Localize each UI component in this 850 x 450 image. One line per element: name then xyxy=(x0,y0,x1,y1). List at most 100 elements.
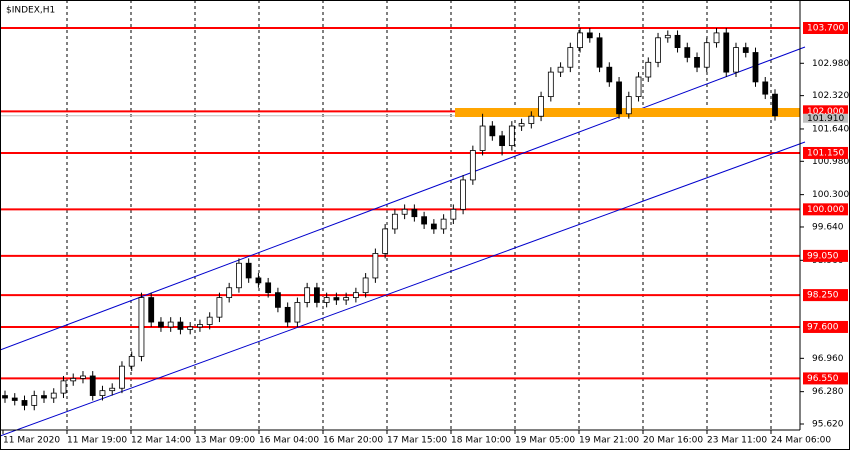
candle-body xyxy=(255,277,262,284)
candle-body xyxy=(391,213,398,230)
candle-body xyxy=(41,395,47,399)
candle-body xyxy=(421,216,428,225)
y-tick-label: 96.960 xyxy=(812,354,844,364)
candle-body xyxy=(752,52,759,83)
candle-body xyxy=(245,262,252,279)
level-label: 102.000 xyxy=(807,107,844,117)
candle-body xyxy=(479,125,486,151)
level-label: 98.250 xyxy=(807,291,839,301)
level-label: 99.050 xyxy=(807,251,839,261)
x-tick-label: 17 Mar 15:00 xyxy=(387,436,447,446)
candle-body xyxy=(206,316,213,325)
candle-body xyxy=(80,375,86,379)
candle-body xyxy=(31,395,38,406)
candle-body xyxy=(70,378,77,382)
candle-body xyxy=(128,355,135,367)
candle-body xyxy=(21,400,28,406)
candle-body xyxy=(625,96,632,115)
candle-body xyxy=(226,287,233,298)
candle-body xyxy=(216,297,223,318)
x-tick-label: 19 Mar 05:00 xyxy=(515,436,575,446)
candle-body xyxy=(567,47,574,68)
x-tick-label: 11 Mar 19:00 xyxy=(67,436,127,446)
candle-body xyxy=(323,297,330,303)
x-tick-label: 16 Mar 04:00 xyxy=(259,436,319,446)
candle-body xyxy=(294,302,301,323)
candle-body xyxy=(723,32,730,73)
chart-title: $INDEX,H1 xyxy=(6,6,55,16)
candle-body xyxy=(382,228,389,254)
y-tick-label: 99.640 xyxy=(812,222,844,232)
x-tick-label: 18 Mar 10:00 xyxy=(451,436,511,446)
level-label-box xyxy=(803,22,848,34)
candle-body xyxy=(460,179,467,210)
candle-body xyxy=(109,387,116,392)
candle-body xyxy=(352,292,359,298)
level-label-box xyxy=(803,372,848,385)
candle-body xyxy=(167,321,174,328)
candle-body xyxy=(177,321,184,330)
level-label: 103.700 xyxy=(807,24,844,34)
candle-body xyxy=(655,37,661,63)
candle-body xyxy=(60,380,67,394)
y-tick-label: 100.980 xyxy=(812,157,849,167)
candle-body xyxy=(616,81,622,115)
x-tick-label: 12 Mar 14:00 xyxy=(131,436,191,446)
y-tick-label: 95.620 xyxy=(812,420,844,430)
candle-body xyxy=(596,37,603,68)
x-tick-label: 23 Mar 11:00 xyxy=(707,436,767,446)
candle-body xyxy=(713,32,720,44)
channel-upper xyxy=(0,46,806,351)
candle-body xyxy=(158,321,164,328)
candle-body xyxy=(362,277,369,294)
y-tick-label: 101.640 xyxy=(812,124,849,134)
candle-body xyxy=(89,375,96,396)
candle-body xyxy=(440,218,447,230)
x-tick-label: 13 Mar 09:00 xyxy=(195,436,255,446)
y-tick-label: 100.300 xyxy=(812,190,849,200)
candle-body xyxy=(557,66,564,73)
y-tick-label: 102.320 xyxy=(812,91,849,101)
candle-body xyxy=(99,390,106,396)
candle-body xyxy=(762,81,769,95)
candle-body xyxy=(138,297,145,357)
candle-body xyxy=(236,262,242,289)
x-tick-label: 11 Mar 2020 xyxy=(3,436,60,446)
candle-body xyxy=(674,34,681,49)
candle-body xyxy=(411,208,418,218)
level-label-box xyxy=(803,249,848,262)
candle-body xyxy=(430,223,437,230)
candle-body xyxy=(508,125,515,147)
candle-body xyxy=(2,395,8,399)
candle-body xyxy=(606,66,613,83)
channel-lower xyxy=(0,141,806,437)
candle-body xyxy=(450,208,457,220)
candle-body xyxy=(469,150,476,181)
candle-body xyxy=(489,125,496,137)
candle-body xyxy=(197,324,203,328)
candle-body xyxy=(119,365,125,389)
level-label-box xyxy=(803,289,848,302)
candle-body xyxy=(11,397,18,401)
candle-body xyxy=(772,93,778,117)
current-price-label: 101.910 xyxy=(807,114,844,124)
candle-body xyxy=(499,135,505,147)
x-tick-label: 19 Mar 21:00 xyxy=(579,436,639,446)
candle-body xyxy=(187,326,194,330)
x-tick-label: 20 Mar 16:00 xyxy=(643,436,703,446)
candle-body xyxy=(518,123,525,127)
candle-body xyxy=(148,297,155,323)
candle-body xyxy=(372,253,379,279)
candle-body xyxy=(343,297,350,301)
candle-body xyxy=(703,42,710,68)
level-label: 101.150 xyxy=(807,148,844,158)
candle-body xyxy=(304,287,311,303)
level-label-box xyxy=(803,146,848,159)
x-tick-label: 24 Mar 06:00 xyxy=(771,436,831,446)
candle-body xyxy=(645,61,652,78)
y-tick-label: 96.280 xyxy=(812,387,844,397)
candle-body xyxy=(635,76,642,98)
candle-body xyxy=(733,47,739,73)
